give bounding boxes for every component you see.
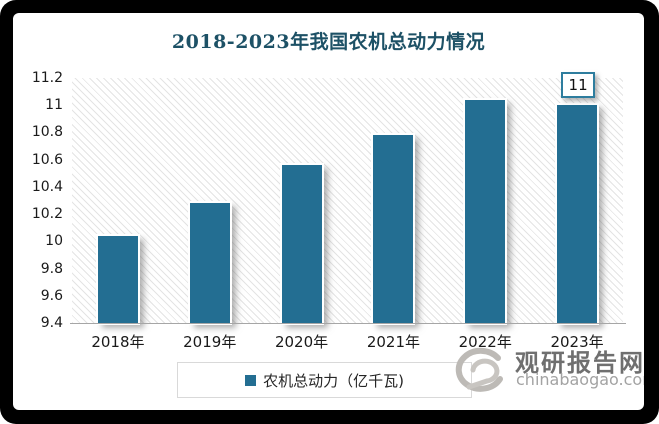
bar (557, 105, 598, 323)
y-axis-tick-label: 9.4 (40, 315, 63, 331)
y-axis-tick-label: 10.4 (31, 178, 63, 195)
data-label: 11 (561, 72, 596, 99)
legend-label: 农机总动力（亿千瓦) (263, 371, 404, 390)
y-axis-tick-label: 9.8 (40, 260, 63, 277)
watermark-domain: chinabaogao.com (516, 370, 644, 389)
chart-title: 2018-2023年我国农机总动力情况 (171, 31, 486, 53)
bar (189, 203, 230, 323)
y-axis-tick-label: 11.2 (31, 70, 63, 86)
y-axis-tick-label: 11 (45, 97, 63, 114)
plot-area (72, 78, 623, 323)
swirl-icon (453, 346, 511, 402)
bar (281, 165, 322, 323)
y-axis-tick-label: 10.8 (31, 124, 63, 141)
y-axis-tick-label: 10.2 (31, 206, 63, 223)
x-axis-line (70, 323, 626, 324)
bar (373, 135, 414, 323)
legend-swatch-icon (245, 374, 257, 386)
y-axis-tick-label: 9.6 (40, 287, 63, 304)
x-axis-label: 2020年 (274, 333, 329, 351)
legend: 农机总动力（亿千瓦) (177, 362, 472, 398)
x-axis-label: 2023年 (550, 333, 604, 351)
watermark: 观研报告网 chinabaogao.com (453, 343, 644, 402)
x-axis-label: 2018年 (91, 333, 145, 351)
y-axis-tick-label: 10.6 (31, 151, 63, 168)
x-axis-label: 2021年 (366, 333, 420, 351)
bar (97, 235, 138, 323)
y-axis-tick-label: 10 (45, 233, 63, 250)
watermark-name: 观研报告网 (515, 349, 644, 377)
x-axis-label: 2022年 (458, 333, 512, 351)
chart-card: 2018-2023年我国农机总动力情况 9.4 9.6 9.8 10 10.2 10.4 1… (13, 13, 644, 410)
bar (465, 99, 506, 323)
x-axis-label: 2019年 (183, 333, 237, 351)
